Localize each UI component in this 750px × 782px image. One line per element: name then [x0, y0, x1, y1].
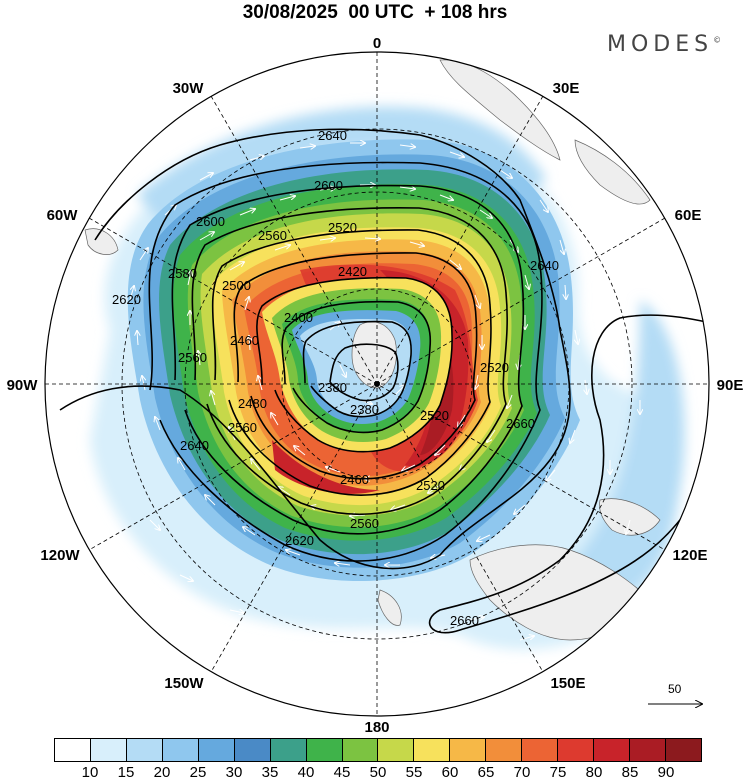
contour-label: 2640 [530, 258, 559, 273]
colorbar-tick-label: 80 [585, 764, 603, 781]
lon-label-30w: 30W [173, 80, 205, 97]
lon-label-90e: 90E [717, 377, 744, 394]
contour-label: 2380 [318, 380, 347, 395]
colorbar-tick-label: 45 [333, 764, 351, 781]
modes-logo: MODES© [607, 32, 721, 57]
lon-label-120e: 120E [672, 547, 707, 564]
contour-label: 2460 [340, 472, 369, 487]
contour-label: 2640 [318, 128, 347, 143]
colorbar-tick-label: 65 [477, 764, 495, 781]
contour-label: 2660 [450, 613, 479, 628]
colorbar-swatch [630, 739, 666, 761]
height-contours [59, 128, 709, 634]
contour-label: 2420 [338, 264, 367, 279]
colorbar-tick-label: 90 [657, 764, 675, 781]
colorbar-swatch [665, 739, 701, 761]
wind-field [45, 52, 709, 716]
longitude-labels: 0 30W 30E 60W 60E 90W 90E 120W 120E 150W… [7, 35, 744, 736]
contour-label: 2560 [228, 420, 257, 435]
colorbar [54, 738, 702, 762]
reference-vector: 50 [646, 682, 706, 710]
colorbar-tick-label: 70 [513, 764, 531, 781]
contour-label: 2580 [168, 266, 197, 281]
colorbar-swatch [558, 739, 595, 761]
contour-label: 2560 [178, 350, 207, 365]
contour-labels: 2640 2600 2600 2560 2520 2580 2500 2420 … [112, 128, 559, 628]
colorbar-swatch [306, 739, 343, 761]
contour-label: 2500 [222, 278, 251, 293]
colorbar-swatch [198, 739, 235, 761]
colorbar-tick-label: 20 [153, 764, 171, 781]
lon-label-30e: 30E [553, 80, 580, 97]
colorbar-swatch [414, 739, 451, 761]
lon-label-0: 0 [373, 35, 381, 52]
lon-label-180: 180 [364, 719, 389, 736]
lon-label-90w: 90W [7, 377, 39, 394]
lon-label-150w: 150W [164, 675, 204, 692]
contour-label: 2520 [328, 220, 357, 235]
colorbar-swatch [342, 739, 379, 761]
contour-label: 2380 [350, 402, 379, 417]
contour-label: 2520 [480, 360, 509, 375]
contour-label: 2660 [506, 416, 535, 431]
colorbar-swatch [594, 739, 630, 761]
colorbar-swatch [450, 739, 487, 761]
contour-label: 2640 [180, 438, 209, 453]
colorbar-tick-label: 15 [117, 764, 135, 781]
colorbar-tick-label: 25 [189, 764, 207, 781]
colorbar-swatch [126, 739, 163, 761]
copyright-mark: © [713, 35, 722, 45]
colorbar-tick-label: 40 [297, 764, 315, 781]
colorbar-swatch [234, 739, 271, 761]
brand-name: MODES [607, 32, 714, 57]
colorbar-tick-label: 55 [405, 764, 423, 781]
lon-label-120w: 120W [40, 547, 80, 564]
contour-label: 2600 [314, 178, 343, 193]
wind-vectors [129, 143, 640, 641]
colorbar-swatch [270, 739, 307, 761]
contour-label: 2620 [285, 533, 314, 548]
lon-label-60w: 60W [47, 207, 79, 224]
contour-label: 2480 [238, 396, 267, 411]
reference-arrow-icon [648, 682, 706, 710]
lon-label-150e: 150E [550, 675, 585, 692]
lon-label-60e: 60E [675, 207, 702, 224]
colorbar-swatch [522, 739, 559, 761]
chart-title: 30/08/2025 00 UTC + 108 hrs [242, 2, 508, 23]
south-pole-marker [374, 381, 380, 387]
map-border [44, 51, 710, 717]
colorbar-tick-label: 75 [549, 764, 567, 781]
colorbar-swatch [55, 739, 91, 761]
colorbar-tick-label: 60 [441, 764, 459, 781]
colorbar-swatch [162, 739, 199, 761]
contour-label: 2620 [112, 292, 141, 307]
contour-label: 2560 [350, 516, 379, 531]
colorbar-tick-label: 85 [621, 764, 639, 781]
colorbar-tick-label: 30 [225, 764, 243, 781]
colorbar-tick-label: 50 [369, 764, 387, 781]
reference-vector-label: 50 [668, 682, 682, 696]
contour-label: 2560 [258, 228, 287, 243]
colorbar-swatch [378, 739, 415, 761]
contour-label: 2600 [196, 214, 225, 229]
contour-label: 2520 [420, 408, 449, 423]
landmass-outlines [84, 59, 661, 641]
colorbar-tick-label: 10 [81, 764, 99, 781]
colorbar-tick-label: 35 [261, 764, 279, 781]
contour-label: 2460 [230, 333, 259, 348]
contour-label: 2400 [284, 310, 313, 325]
colorbar-swatch [90, 739, 127, 761]
colorbar-swatch [486, 739, 523, 761]
colorbar-ticks: 10 15 20 25 30 35 40 45 50 55 60 65 70 75 80 85 90 [54, 764, 702, 782]
contour-label: 2520 [416, 478, 445, 493]
